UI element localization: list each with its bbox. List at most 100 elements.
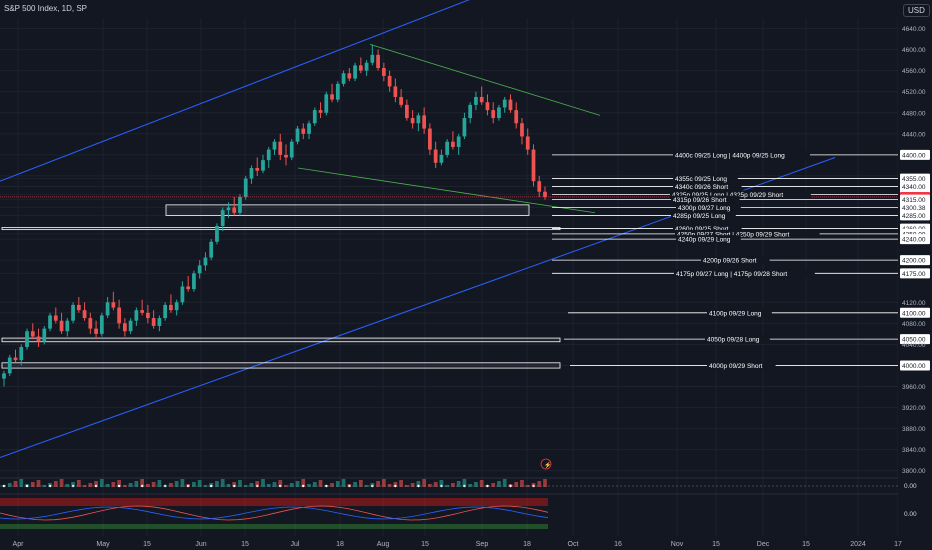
level-price-badge bbox=[900, 210, 930, 221]
indicator-bar bbox=[445, 485, 450, 487]
indicator-dot bbox=[509, 484, 512, 488]
candle-body bbox=[25, 331, 29, 348]
candle-body bbox=[203, 257, 208, 266]
candle-body bbox=[387, 75, 392, 87]
candle-body bbox=[353, 65, 357, 79]
indicator-dot bbox=[117, 484, 121, 488]
price-tick-label: 4175.00 bbox=[902, 271, 926, 278]
time-tick-label: Jun bbox=[195, 541, 206, 548]
indicator-bar bbox=[249, 483, 254, 487]
indicator-bar bbox=[105, 484, 110, 487]
indicator-bar bbox=[393, 482, 398, 487]
indicator-bar bbox=[146, 484, 150, 487]
candle-body bbox=[272, 141, 277, 150]
candle-body bbox=[324, 94, 329, 113]
candle-body bbox=[433, 149, 438, 163]
option-label-bg bbox=[670, 190, 811, 199]
indicator-bar bbox=[456, 481, 461, 487]
candle-body bbox=[284, 154, 288, 158]
zone-box bbox=[165, 204, 530, 216]
indicator-dot bbox=[25, 484, 29, 488]
indicator-bar bbox=[497, 481, 501, 487]
indicator-bar bbox=[330, 483, 334, 487]
symbol-title: S&P 500 Index, 1D, SP bbox=[4, 4, 88, 13]
indicator-bar bbox=[53, 481, 58, 487]
candle-body bbox=[82, 310, 87, 319]
indicator-bar bbox=[169, 483, 173, 487]
price-tick-label: 4100.00 bbox=[902, 310, 926, 317]
candle-body bbox=[381, 68, 386, 76]
time-tick-label: 16 bbox=[614, 541, 622, 548]
price-tick-label: 4080.00 bbox=[902, 321, 926, 328]
currency-button[interactable]: USD bbox=[903, 4, 930, 17]
indicator-bar bbox=[238, 480, 242, 487]
candle-body bbox=[335, 83, 340, 100]
indicator-bar bbox=[266, 484, 271, 487]
candle-body bbox=[376, 54, 380, 69]
indicator-bar bbox=[295, 481, 300, 487]
indicator-bar bbox=[99, 479, 104, 487]
indicator-bar bbox=[462, 479, 467, 487]
level-price-badge bbox=[900, 194, 930, 205]
candle-body bbox=[485, 102, 490, 111]
price-tick-label: 4440.00 bbox=[902, 131, 926, 138]
option-label-bg bbox=[707, 308, 772, 317]
indicator-bar bbox=[94, 481, 98, 487]
time-tick-label: Aug bbox=[377, 541, 390, 548]
indicator-dot bbox=[417, 484, 420, 488]
indicator-bar bbox=[174, 481, 179, 487]
option-label-bg bbox=[671, 211, 736, 220]
candle-body bbox=[341, 73, 346, 84]
wedge-lower-line bbox=[297, 167, 596, 214]
indicator-bar bbox=[128, 483, 133, 487]
indicator-bar bbox=[30, 482, 35, 487]
wedge-upper-line bbox=[369, 43, 601, 116]
indicator-dot bbox=[486, 484, 489, 488]
price-tick-label: 4480.00 bbox=[902, 110, 926, 117]
candle-body bbox=[53, 315, 58, 321]
candle-body bbox=[30, 331, 35, 337]
option-label-bg bbox=[701, 256, 770, 265]
indicator-bar bbox=[272, 482, 277, 487]
candle-body bbox=[537, 181, 542, 192]
indicator-bar bbox=[7, 483, 12, 487]
candle-body bbox=[445, 141, 450, 155]
candle-body bbox=[180, 286, 185, 303]
price-tick-label: 4600.00 bbox=[902, 47, 926, 54]
indicator-bar bbox=[59, 479, 64, 487]
indicator-bar bbox=[451, 483, 455, 487]
candle-body bbox=[128, 320, 133, 332]
indicator-bar bbox=[65, 484, 70, 487]
candle-body bbox=[226, 207, 231, 211]
indicator-dot bbox=[394, 484, 397, 488]
time-tick-label: 2024 bbox=[850, 541, 866, 548]
candle-body bbox=[520, 123, 524, 137]
lightning-icon bbox=[540, 458, 552, 470]
indicator-bar bbox=[474, 482, 478, 487]
option-label-bg bbox=[673, 182, 742, 191]
candle-body bbox=[266, 149, 271, 161]
option-label-bg bbox=[705, 335, 770, 344]
option-label-bg bbox=[675, 229, 820, 238]
indicator-dot bbox=[209, 484, 213, 488]
option-level-label: 4050p 09/28 Long bbox=[707, 337, 760, 344]
indicator-bar bbox=[525, 485, 530, 487]
candle-body bbox=[410, 118, 415, 124]
indicator-bar bbox=[502, 479, 507, 487]
candle-body bbox=[99, 315, 104, 334]
candle-body bbox=[439, 154, 444, 163]
option-label-bg bbox=[707, 361, 776, 370]
candle-body bbox=[543, 191, 547, 197]
price-tick-label: 4000.00 bbox=[902, 363, 926, 370]
candle-body bbox=[295, 128, 300, 142]
indicator-bar bbox=[284, 485, 288, 487]
candle-body bbox=[105, 302, 110, 316]
candle-body bbox=[514, 110, 519, 124]
candle-body bbox=[215, 225, 219, 242]
candle-body bbox=[364, 62, 369, 71]
time-tick-label: May bbox=[96, 541, 110, 548]
indicator-bar bbox=[76, 480, 81, 487]
candle-body bbox=[416, 115, 421, 124]
time-tick-label: Oct bbox=[568, 541, 579, 548]
